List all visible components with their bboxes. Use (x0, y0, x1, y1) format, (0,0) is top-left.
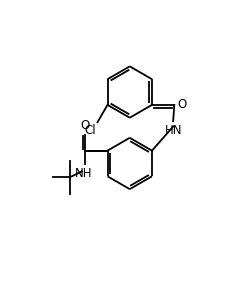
Text: O: O (80, 119, 89, 132)
Text: Cl: Cl (84, 124, 96, 137)
Text: O: O (176, 98, 185, 111)
Text: NH: NH (75, 167, 92, 180)
Text: HN: HN (164, 124, 181, 137)
